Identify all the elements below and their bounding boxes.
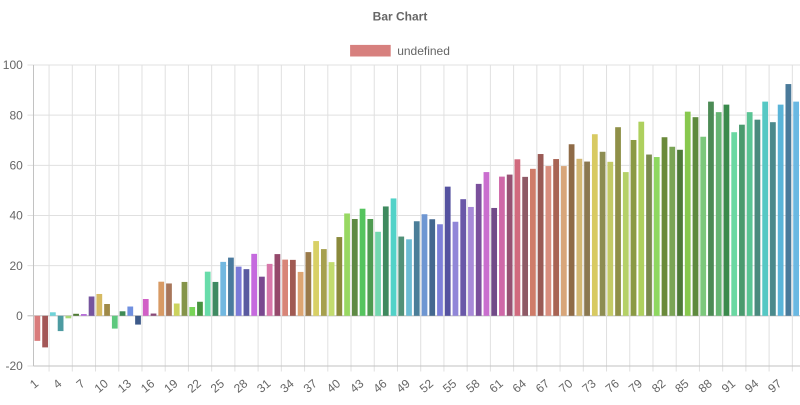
svg-text:20: 20 [9, 259, 23, 273]
svg-text:-20: -20 [5, 359, 23, 373]
svg-text:undefined: undefined [397, 44, 450, 58]
svg-text:60: 60 [9, 159, 23, 173]
svg-text:100: 100 [3, 58, 23, 72]
svg-text:Bar Chart: Bar Chart [373, 10, 428, 24]
svg-text:80: 80 [9, 108, 23, 122]
svg-text:0: 0 [16, 309, 23, 323]
svg-text:40: 40 [9, 209, 23, 223]
